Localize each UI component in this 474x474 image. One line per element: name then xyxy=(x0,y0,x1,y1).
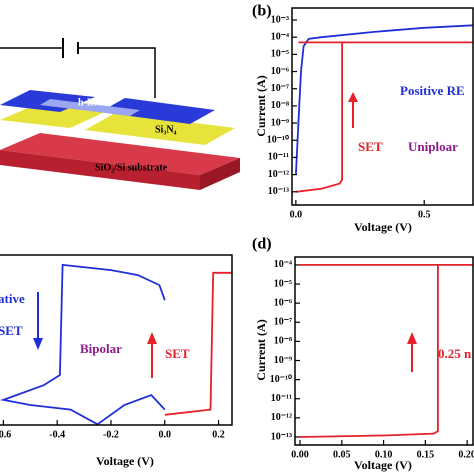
y-tick-label: 10⁻⁴ xyxy=(274,259,292,270)
x-tick-label: -0.4 xyxy=(49,429,65,440)
y-tick-label: 10⁻⁴ xyxy=(271,31,289,42)
y-tick-label: 10⁻⁸ xyxy=(274,336,292,347)
arrow-head xyxy=(33,338,43,350)
charts: 0.0 0.5 10⁻³ 10⁻⁴ 10⁻⁵ 10⁻⁶ 10⁻⁷ 10⁻⁸ 10⁻⁹ 10⁻¹⁰ 1… xyxy=(0,3,474,472)
x-tick-label: 0.20 xyxy=(458,449,474,460)
x-tick-label: 0.15 xyxy=(417,449,435,460)
y-tick-label: 10⁻¹⁰ xyxy=(270,374,292,385)
y-tick-label: 10⁻⁵ xyxy=(271,49,289,60)
x-tick-label: 0.05 xyxy=(333,449,351,460)
hbn-layer xyxy=(40,99,140,116)
substrate-side xyxy=(200,158,240,190)
x-tick-label: 0.2 xyxy=(212,429,225,440)
arrow-head xyxy=(348,92,358,102)
nitride-right xyxy=(85,113,235,145)
x-tick-label: -0.2 xyxy=(103,429,119,440)
arrows xyxy=(33,92,417,378)
annotation: SET xyxy=(0,323,23,338)
y-axis-label: Current (A) xyxy=(254,75,268,136)
y-tick-label: 10⁻⁶ xyxy=(274,297,292,308)
chart: 0.00 0.05 0.10 0.15 0.20 10⁻⁴ 10⁻⁵ 10⁻⁶ 10⁻⁷ 10⁻⁸… xyxy=(252,236,474,472)
plot-frame xyxy=(291,7,474,206)
y-tick-label: 10⁻¹³ xyxy=(271,431,292,442)
y-tick-label: 10⁻¹⁰ xyxy=(267,135,289,146)
x-tick-label: 0.10 xyxy=(375,449,393,460)
annotation: 0.25 n xyxy=(438,346,472,361)
plot-frame xyxy=(0,254,233,426)
chart: 0.0 0.5 10⁻³ 10⁻⁴ 10⁻⁵ 10⁻⁶ 10⁻⁷ 10⁻⁸ 10⁻⁹ 10⁻¹⁰ 1… xyxy=(252,3,474,234)
annotation: ative xyxy=(0,291,25,306)
x-tick-label: 0.5 xyxy=(418,209,431,220)
data-line xyxy=(295,24,473,175)
y-tick-label: 10⁻¹² xyxy=(271,412,292,423)
annotation: Uniploar xyxy=(408,139,458,154)
y-tick-label: 10⁻⁹ xyxy=(271,117,289,128)
annotation: SET xyxy=(358,139,383,154)
x-axis-label: Voltage (V) xyxy=(354,220,412,234)
x-axis-label: Voltage (V) xyxy=(96,454,154,468)
x-tick-label: -0.6 xyxy=(0,429,11,440)
annotation: Positive RE xyxy=(400,83,465,98)
electrode-right xyxy=(100,98,215,124)
nitride-left xyxy=(0,105,105,128)
data-line xyxy=(0,263,166,425)
arrow-head xyxy=(147,332,157,344)
data-line xyxy=(295,41,473,193)
panel-label: (d) xyxy=(252,236,272,253)
y-tick-label: 10⁻¹¹ xyxy=(268,152,289,163)
chart: -0.6 -0.4 -0.2 0.0 0.2 Voltage (V) ative SET Bip… xyxy=(0,254,233,468)
label: h-BN xyxy=(78,97,102,108)
y-tick-label: 10⁻⁷ xyxy=(271,83,289,94)
x-axis-label: Voltage (V) xyxy=(354,458,412,472)
label: Si₃N₄ xyxy=(155,124,177,135)
substrate-front xyxy=(0,150,200,190)
y-tick-label: 10⁻⁹ xyxy=(274,355,292,366)
y-tick-label: 10⁻³ xyxy=(271,14,289,25)
schematic: h-BN Si₃N₄ SiO₂/Si substrate xyxy=(0,38,240,190)
y-tick-label: 10⁻⁷ xyxy=(274,317,292,328)
data-line xyxy=(299,264,473,438)
y-tick-label: 10⁻⁶ xyxy=(271,66,289,77)
annotation: SET xyxy=(165,346,190,361)
substrate-top xyxy=(0,133,240,175)
y-tick-label: 10⁻¹³ xyxy=(268,186,289,197)
y-tick-label: 10⁻⁵ xyxy=(274,278,292,289)
y-tick-label: 10⁻¹¹ xyxy=(271,393,292,404)
y-tick-label: 10⁻⁸ xyxy=(271,100,289,111)
x-tick-label: 0.0 xyxy=(159,429,172,440)
x-tick-label: 0.00 xyxy=(291,449,309,460)
label: SiO₂/Si substrate xyxy=(95,162,168,173)
x-tick-label: 0.0 xyxy=(290,209,303,220)
y-tick-label: 10⁻¹² xyxy=(268,169,289,180)
wire xyxy=(78,47,156,98)
panel-label: (b) xyxy=(252,3,272,20)
data-line xyxy=(164,271,232,416)
y-axis-label: Current (A) xyxy=(254,319,268,380)
arrow-head xyxy=(407,332,417,344)
annotation: Bipolar xyxy=(80,341,122,356)
